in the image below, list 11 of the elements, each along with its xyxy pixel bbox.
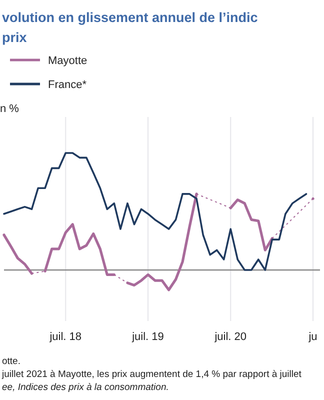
- text: ee, Indices des prix à la consommation.: [2, 382, 169, 393]
- chart-title: volution en glissement annuel de l’indic prix: [2, 10, 258, 45]
- x-tick-label: juil. 20: [214, 331, 247, 343]
- x-tick-label: juil. 19: [131, 331, 164, 343]
- x-tick-label: ju: [308, 331, 318, 343]
- legend-label: France*: [48, 79, 88, 91]
- y-axis-title: n %: [0, 103, 20, 115]
- text: otte.: [2, 356, 20, 367]
- legend-label: Mayotte: [48, 55, 88, 67]
- text: juillet 2021 à Mayotte, les prix augmentent de 1,4 % par rapport à juillet: [1, 369, 302, 380]
- x-tick-label: juil. 18: [48, 331, 82, 343]
